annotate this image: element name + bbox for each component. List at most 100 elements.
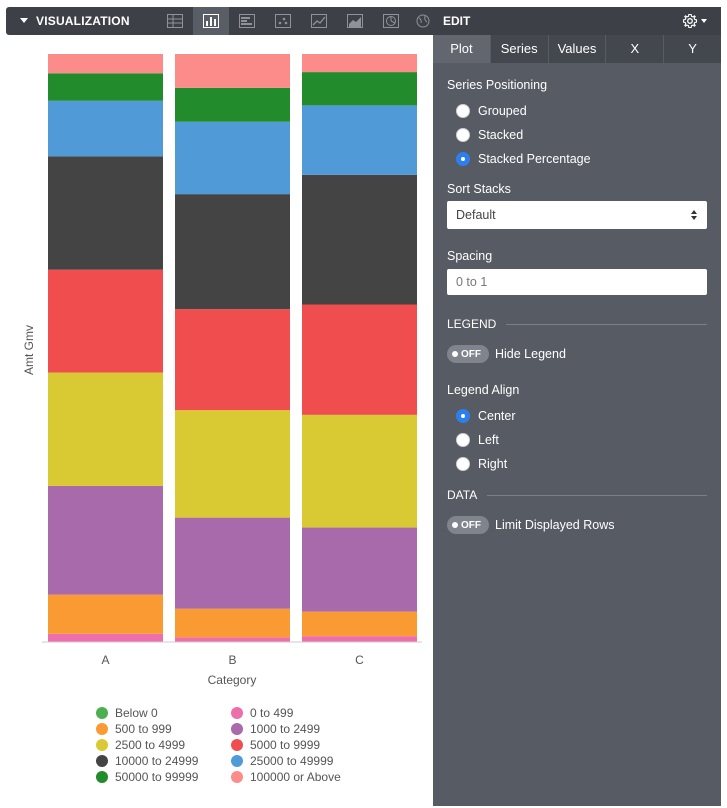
- legend-item[interactable]: 1000 to 2499: [231, 721, 320, 737]
- radio-button[interactable]: [456, 433, 470, 447]
- select-arrows-icon: [691, 210, 697, 220]
- radio-button-selected[interactable]: [456, 152, 470, 166]
- legend-item[interactable]: 10000 to 24999: [96, 753, 198, 769]
- radio-right[interactable]: Right: [456, 457, 507, 471]
- hide-legend-toggle[interactable]: OFF: [447, 345, 489, 363]
- bar-segment-A-2[interactable]: [48, 594, 163, 634]
- legend-swatch: [96, 755, 108, 767]
- legend-label: 500 to 999: [115, 722, 172, 736]
- legend-item[interactable]: 50000 to 99999: [96, 769, 198, 785]
- radio-stacked-percentage[interactable]: Stacked Percentage: [456, 152, 591, 166]
- bar-segment-A-8[interactable]: [48, 73, 163, 101]
- area-chart-icon: [347, 14, 363, 28]
- radio-button[interactable]: [456, 128, 470, 142]
- x-tick-label: A: [101, 653, 109, 667]
- bar-segment-B-5[interactable]: [175, 309, 290, 411]
- sort-stacks-select[interactable]: Default: [447, 201, 707, 229]
- data-section-title: DATA: [447, 488, 478, 502]
- bar-segment-B-4[interactable]: [175, 410, 290, 518]
- bar-segment-C-3[interactable]: [302, 527, 417, 612]
- bar-segment-B-1[interactable]: [175, 637, 290, 642]
- tab-y[interactable]: Y: [688, 41, 697, 56]
- legend-item[interactable]: 0 to 499: [231, 705, 293, 721]
- scatter-chart-button[interactable]: [265, 7, 301, 35]
- legend-item[interactable]: 2500 to 4999: [96, 737, 185, 753]
- radio-button-selected[interactable]: [456, 409, 470, 423]
- table-icon: [167, 14, 183, 28]
- bar-segment-B-8[interactable]: [175, 87, 290, 122]
- toggle-knob: [452, 522, 458, 528]
- collapse-caret-icon[interactable]: [20, 18, 28, 24]
- area-chart-button[interactable]: [337, 7, 373, 35]
- bar-chart-button[interactable]: [193, 7, 229, 35]
- legend-item[interactable]: Below 0: [96, 705, 158, 721]
- radio-left[interactable]: Left: [456, 433, 499, 447]
- legend-swatch: [231, 739, 243, 751]
- legend-label: 0 to 499: [250, 706, 294, 720]
- bar-segment-A-1[interactable]: [48, 633, 163, 642]
- visualization-toolbar: VISUALIZATION: [6, 7, 436, 35]
- bar-segment-C-4[interactable]: [302, 414, 417, 528]
- legend-align-label: Legend Align: [447, 383, 520, 397]
- bar-segment-A-7[interactable]: [48, 100, 163, 157]
- bar-segment-B-9[interactable]: [175, 54, 290, 88]
- bar-segment-A-4[interactable]: [48, 372, 163, 486]
- spacing-input[interactable]: 0 to 1: [447, 269, 707, 295]
- bar-segment-B-7[interactable]: [175, 121, 290, 195]
- data-section-header: DATA: [447, 488, 707, 502]
- bar-segment-C-9[interactable]: [302, 54, 417, 73]
- legend-item[interactable]: 5000 to 9999: [231, 737, 320, 753]
- row-chart-icon: [239, 14, 255, 28]
- pie-chart-button[interactable]: [373, 7, 409, 35]
- spacing-label: Spacing: [447, 249, 493, 263]
- bar-segment-C-8[interactable]: [302, 72, 417, 106]
- bar-segment-C-2[interactable]: [302, 611, 417, 637]
- x-axis-title: Category: [208, 673, 257, 687]
- tab-plot[interactable]: Plot: [433, 35, 491, 63]
- bar-segment-A-9[interactable]: [48, 54, 163, 74]
- radio-grouped[interactable]: Grouped: [456, 104, 527, 118]
- limit-rows-toggle[interactable]: OFF: [447, 516, 489, 534]
- legend-section-header: LEGEND: [447, 317, 707, 331]
- legend-item[interactable]: 100000 or Above: [231, 769, 341, 785]
- map-icon: [416, 14, 429, 28]
- radio-button[interactable]: [456, 457, 470, 471]
- bar-segment-C-5[interactable]: [302, 304, 417, 415]
- bar-chart-icon: [203, 14, 219, 28]
- bar-segment-C-1[interactable]: [302, 636, 417, 642]
- legend-label: 5000 to 9999: [250, 738, 321, 752]
- bar-segment-C-7[interactable]: [302, 105, 417, 175]
- map-chart-button[interactable]: [409, 7, 436, 35]
- tab-values[interactable]: Values: [549, 35, 607, 63]
- hide-legend-label: Hide Legend: [495, 347, 566, 361]
- toggle-knob: [452, 351, 458, 357]
- bar-segment-A-5[interactable]: [48, 269, 163, 373]
- bar-segment-C-6[interactable]: [302, 174, 417, 305]
- tab-series[interactable]: Series: [491, 35, 549, 63]
- visualization-header[interactable]: VISUALIZATION: [20, 7, 130, 35]
- radio-stacked[interactable]: Stacked: [456, 128, 523, 142]
- legend-label: 100000 or Above: [250, 770, 341, 784]
- toggle-state: OFF: [461, 519, 481, 531]
- legend-swatch: [231, 723, 243, 735]
- settings-menu-button[interactable]: [682, 13, 707, 29]
- bar-segment-A-6[interactable]: [48, 156, 163, 270]
- bar-segment-B-2[interactable]: [175, 608, 290, 638]
- radio-button[interactable]: [456, 104, 470, 118]
- bar-segment-A-3[interactable]: [48, 485, 163, 595]
- legend-item[interactable]: 25000 to 49999: [231, 753, 333, 769]
- sort-stacks-value: Default: [456, 208, 496, 222]
- tab-x[interactable]: X: [606, 35, 665, 63]
- legend-label: 10000 to 24999: [115, 754, 199, 768]
- sort-stacks-label: Sort Stacks: [447, 182, 511, 196]
- radio-center[interactable]: Center: [456, 409, 516, 423]
- legend-swatch: [96, 771, 108, 783]
- gear-icon: [682, 13, 698, 29]
- bar-segment-B-3[interactable]: [175, 517, 290, 609]
- bar-segment-B-6[interactable]: [175, 194, 290, 310]
- table-view-button[interactable]: [157, 7, 193, 35]
- row-chart-button[interactable]: [229, 7, 265, 35]
- edit-panel-header: EDIT: [433, 7, 721, 35]
- legend-item[interactable]: 500 to 999: [96, 721, 172, 737]
- line-chart-button[interactable]: [301, 7, 337, 35]
